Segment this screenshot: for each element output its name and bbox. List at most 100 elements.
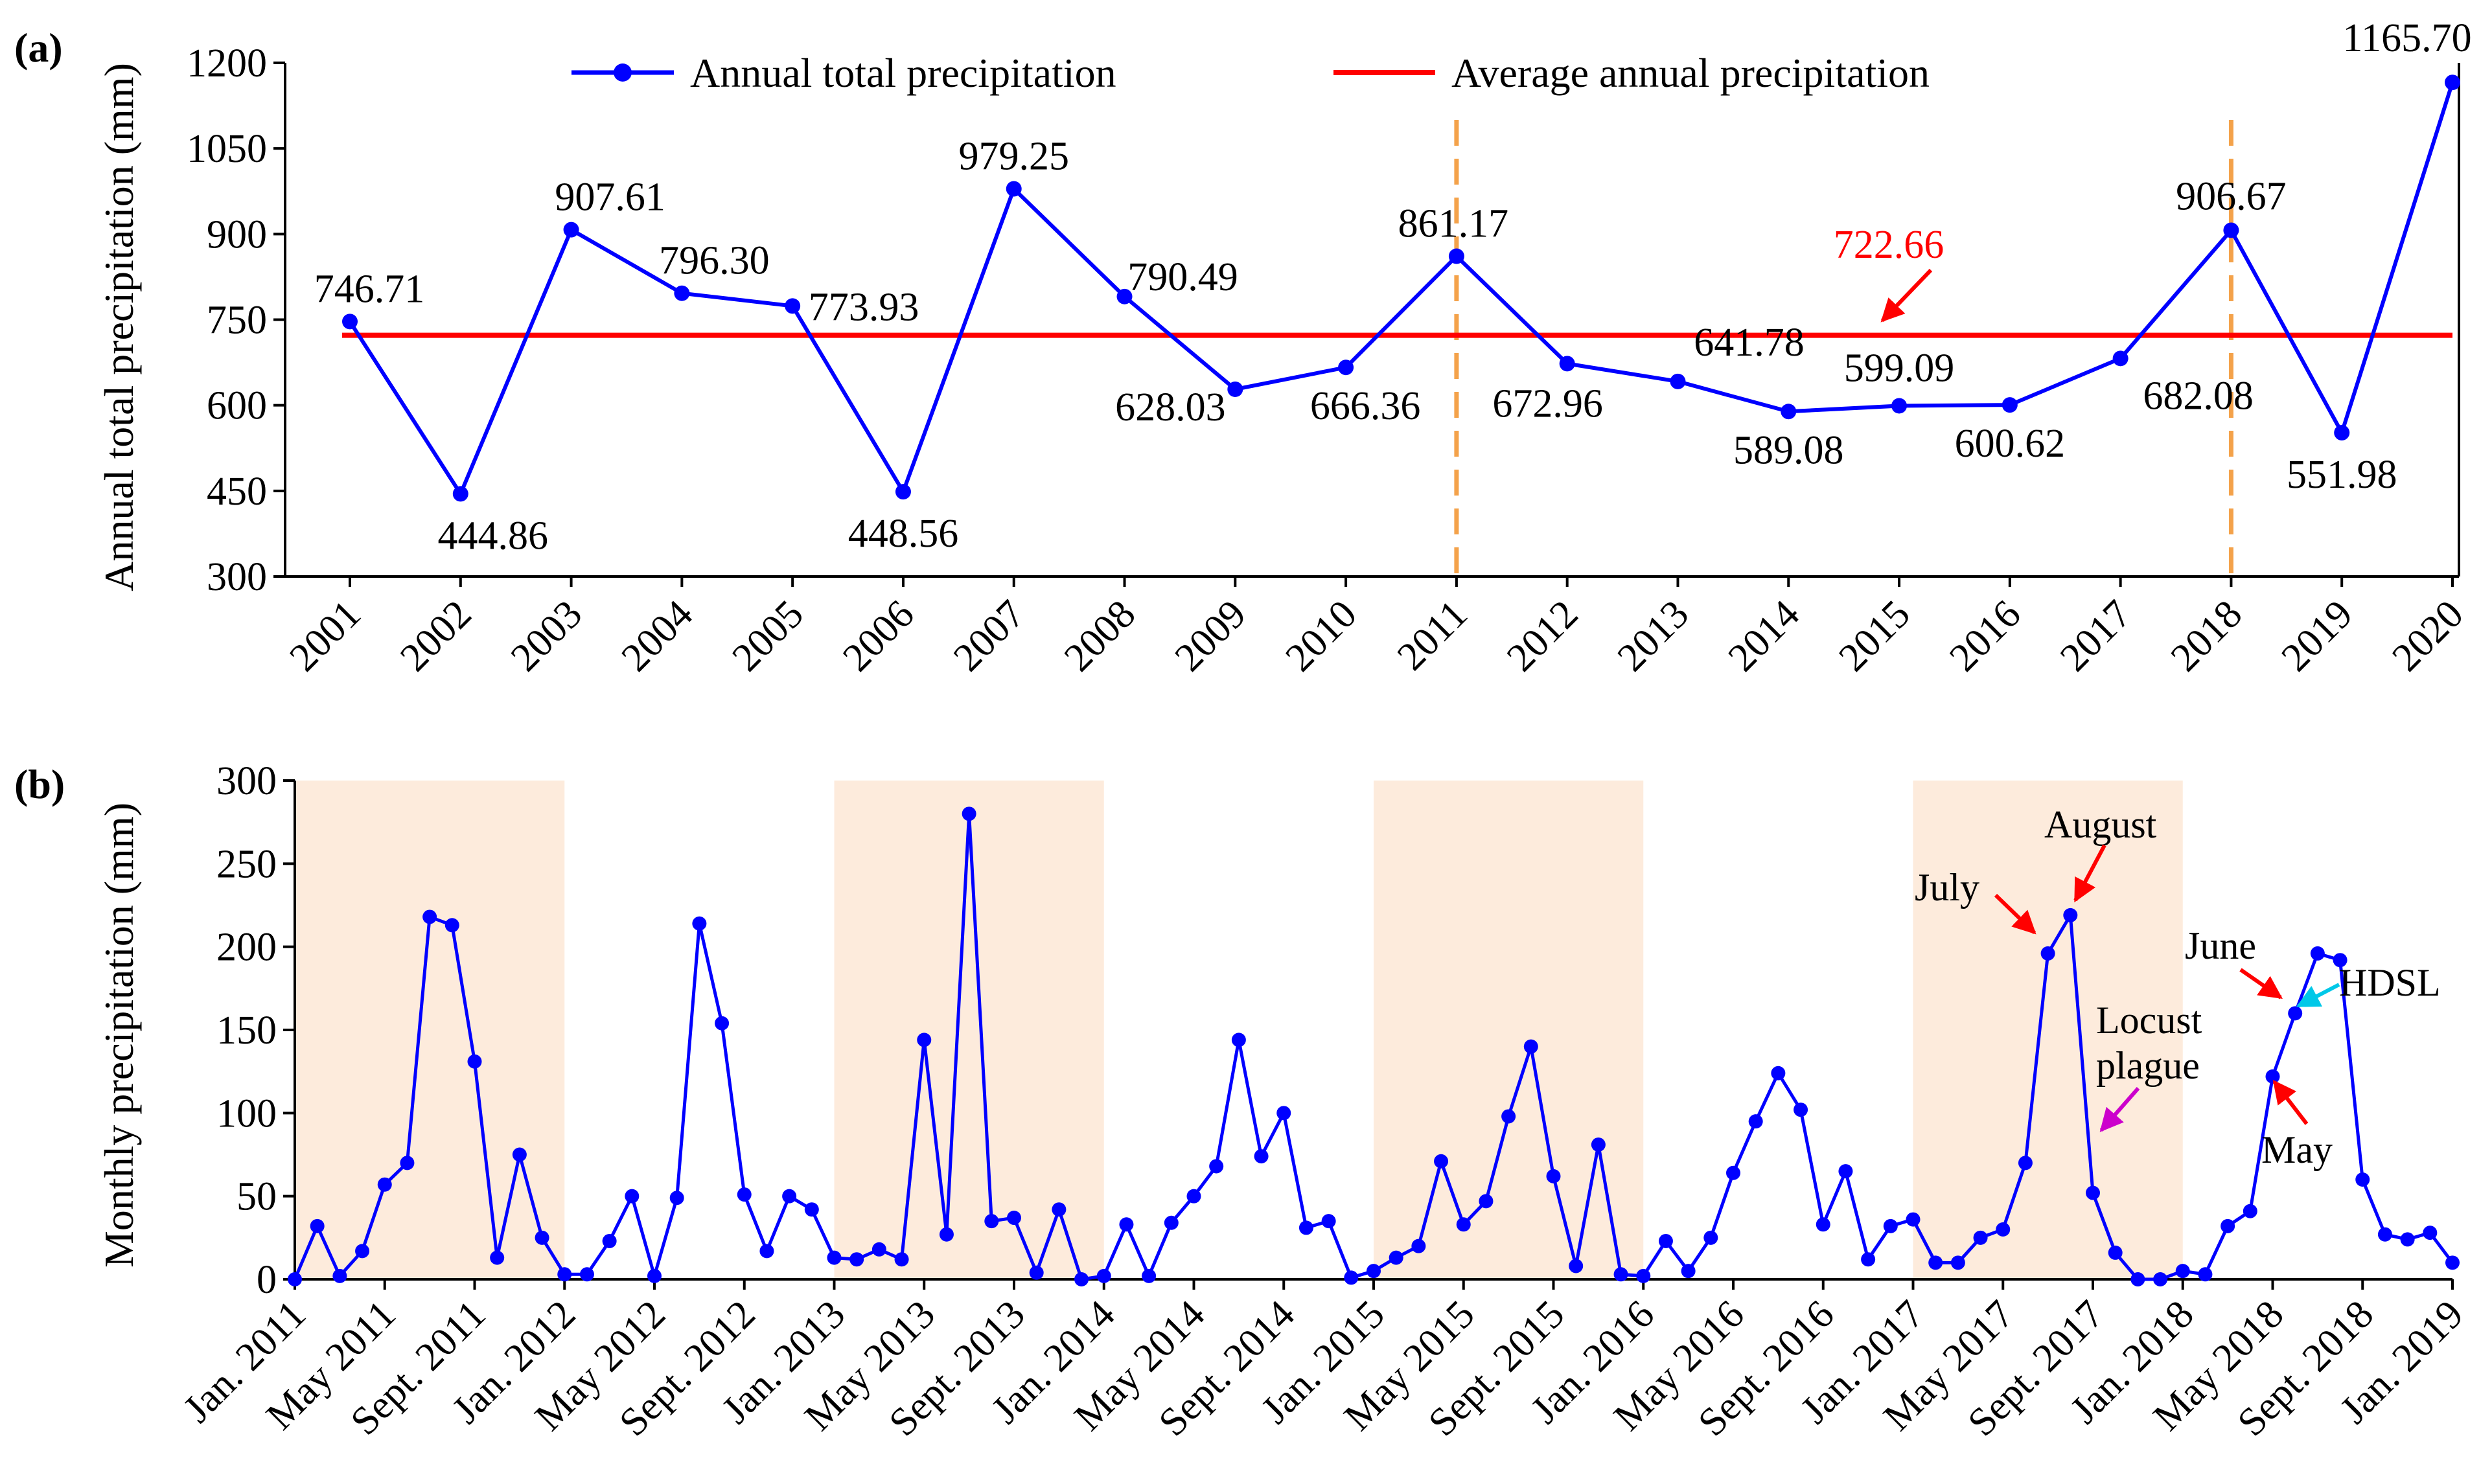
monthly-precip-point [467,1054,482,1069]
annual-data-label: 790.49 [1127,255,1238,299]
monthly-precip-point [1928,1255,1943,1270]
annual-precip-point [2112,350,2129,367]
monthly-precip-point [984,1214,999,1229]
monthly-precip-point [1231,1033,1246,1047]
monthly-precip-point [1523,1039,1538,1054]
monthly-precip-point [1726,1165,1740,1180]
monthly-precip-point [490,1250,505,1265]
monthly-precip-point [871,1242,886,1257]
annotation-hdsl: HDSL [2339,961,2441,1004]
monthly-precip-point [1816,1217,1830,1232]
monthly-precip-point [422,909,437,924]
annotation-may-arrow [2272,1080,2309,1125]
monthly-precip-point [310,1218,325,1233]
annual-precip-point [2223,222,2239,238]
annual-data-label: 628.03 [1115,385,1226,429]
annual-precip-point [895,484,911,500]
panel-a-x-tick-label: 2003 [503,592,591,680]
monthly-precip-point [1861,1252,1876,1267]
monthly-precip-point [535,1230,549,1245]
monthly-precip-point [2333,953,2348,968]
panel-b-y-tick-label: 300 [216,759,277,803]
monthly-precip-point [2086,1185,2100,1200]
annual-data-label: 682.08 [2143,374,2254,418]
monthly-precip-point [1367,1264,1381,1279]
monthly-precip-point [1636,1268,1651,1283]
annotation-hdsl-arrow [2296,983,2340,1008]
monthly-precip-point [1456,1217,1471,1232]
annual-precip-point [2334,424,2350,440]
monthly-precip-point [512,1147,527,1162]
panel-a-legend: Annual total precipitation Average annua… [571,50,1930,96]
monthly-precip-point [377,1177,392,1192]
annual-data-label: 979.25 [958,135,1069,179]
panel-a-x-tick-label: 2007 [945,592,1033,680]
panel-a-x-tick-label: 2005 [724,592,812,680]
monthly-precip-point [1344,1270,1359,1285]
monthly-precip-point [2355,1172,2370,1187]
panel-a-x-tick-label: 2002 [392,592,480,680]
monthly-precip-point [1254,1149,1269,1164]
annual-precip-line [348,82,2454,498]
shaded-period [1374,781,1644,1279]
panel-a-x-tick-label: 2008 [1056,592,1144,680]
panel-a-y-tick-label: 750 [207,299,267,343]
monthly-precip-point [1164,1215,1179,1230]
annual-data-label: 666.36 [1310,384,1421,428]
panel-b-y-tick-label: 200 [216,926,277,970]
panel-a-annual-chart: (a) Annual total precipitation (mm) 300 4… [14,16,2472,679]
monthly-precip-point [625,1189,640,1204]
panel-a-x-tick-label: 2011 [1389,592,1476,679]
panel-b-y-tick-label: 150 [216,1009,277,1053]
monthly-precip-point [962,806,976,821]
annual-data-label: 672.96 [1492,382,1603,426]
shaded-period [834,781,1104,1279]
monthly-precip-point [1748,1114,1763,1129]
panel-a-x-tick-label: 2015 [1830,592,1919,680]
monthly-precip-point [1658,1233,1673,1248]
annual-data-label: 1165.70 [2342,16,2471,60]
monthly-precip-point [1142,1268,1157,1283]
monthly-precip-point [1276,1106,1291,1121]
panel-b-shaded-periods [295,781,2183,1279]
monthly-precip-point [1906,1212,1921,1227]
monthly-precip-point [1186,1189,1201,1204]
panel-b-y-tick-label: 100 [216,1091,277,1136]
monthly-precip-point [1996,1222,2011,1237]
annotation-june-arrow [2239,968,2283,999]
annual-data-label: 448.56 [848,512,959,556]
annual-precip-point [563,222,579,238]
monthly-precip-point [1074,1272,1089,1286]
monthly-precip-point [692,916,707,931]
annual-data-label: 773.93 [809,285,919,329]
monthly-precip-point [1838,1164,1853,1179]
monthly-precip-point [669,1191,684,1205]
monthly-precip-point [1029,1265,1044,1280]
monthly-precip-point [1501,1109,1516,1124]
monthly-precip-point [602,1233,617,1248]
annual-precip-point [1670,373,1686,389]
monthly-precip-point [1007,1211,1021,1226]
panel-b-monthly-chart: (b) Monthly precipitation (mm) 0 50 100 150… [14,759,2472,1444]
annotation-july: July [1915,866,1979,909]
monthly-precip-point [2130,1272,2145,1286]
monthly-precip-point [782,1189,797,1204]
monthly-precip-point [2265,1069,2280,1084]
monthly-precip-point [2377,1227,2392,1242]
annual-precip-point [2445,74,2460,91]
monthly-precip-point [2423,1226,2438,1240]
monthly-precip-point [647,1268,662,1283]
monthly-precip-point [1321,1214,1336,1229]
panel-a-x-tick-label: 2020 [2384,592,2472,680]
panel-a-x-tick-label: 2017 [2052,592,2140,680]
annotation-may: May [2261,1128,2333,1171]
monthly-precip-point [2445,1255,2460,1270]
average-value-arrow [1880,268,1933,323]
annual-data-label: 907.61 [555,176,665,220]
monthly-precip-point [1771,1066,1786,1080]
panel-a-x-tick-label: 2019 [2273,592,2361,680]
monthly-precip-point [1119,1217,1134,1232]
monthly-precip-point [917,1033,932,1047]
annual-data-label: 796.30 [659,239,770,283]
